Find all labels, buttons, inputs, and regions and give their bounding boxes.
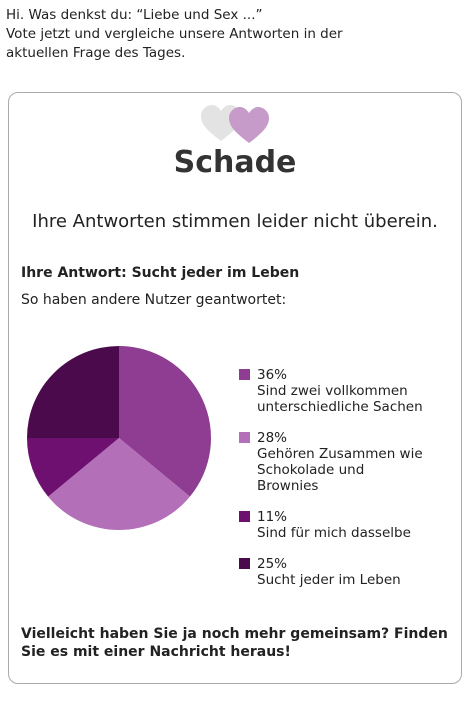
legend: 36% Sind zwei vollkommen unterschiedliche… — [239, 367, 425, 603]
legend-value: 11% — [257, 509, 288, 525]
legend-item: 28% Gehören Zusammen wie Schokolade und B… — [239, 430, 425, 494]
legend-swatch — [239, 369, 250, 380]
legend-text: 25% Sucht jeder im Leben — [257, 556, 401, 588]
intro-line: aktuellen Frage des Tages. — [6, 45, 186, 61]
outro: Vielleicht haben Sie ja noch mehr gemein… — [21, 626, 448, 660]
legend-value: 36% — [257, 367, 288, 383]
pie-slice — [119, 346, 211, 497]
intro-line: Vote jetzt und vergleiche unsere Antwort… — [6, 26, 343, 42]
legend-label: Gehören Zusammen wie Schokolade und Brow… — [257, 446, 423, 494]
legend-item: 36% Sind zwei vollkommen unterschiedliche… — [239, 367, 425, 415]
legend-item: 11% Sind für mich dasselbe — [239, 509, 425, 541]
legend-label: Sind für mich dasselbe — [257, 525, 411, 541]
legend-swatch — [239, 558, 250, 569]
legend-label: Sind zwei vollkommen unterschiedliche Sa… — [257, 383, 423, 415]
legend-text: 36% Sind zwei vollkommen unterschiedliche… — [257, 367, 425, 415]
pie-slice — [27, 438, 119, 497]
legend-item: 25% Sucht jeder im Leben — [239, 556, 425, 588]
pie-chart — [27, 346, 211, 530]
legend-text: 11% Sind für mich dasselbe — [257, 509, 411, 541]
intro-line: Hi. Was denkst du: “Liebe und Sex ...” — [6, 7, 263, 23]
legend-label: Sucht jeder im Leben — [257, 572, 401, 588]
hearts-icon — [201, 105, 269, 143]
legend-value: 28% — [257, 430, 288, 446]
pie-slice — [48, 438, 190, 530]
legend-value: 25% — [257, 556, 288, 572]
intro: Hi. Was denkst du: “Liebe und Sex ...” V… — [6, 6, 343, 63]
legend-text: 28% Gehören Zusammen wie Schokolade und B… — [257, 430, 425, 494]
result-title: Schade — [173, 145, 297, 180]
others-heading: So haben andere Nutzer geantwortet: — [21, 292, 287, 308]
result-card: Schade Ihre Antworten stimmen leider nic… — [8, 92, 462, 684]
result-subtitle: Ihre Antworten stimmen leider nicht über… — [32, 211, 438, 232]
legend-swatch — [239, 511, 250, 522]
pie-slice — [27, 346, 119, 438]
your-answer: Ihre Antwort: Sucht jeder im Leben — [21, 265, 300, 281]
legend-swatch — [239, 432, 250, 443]
